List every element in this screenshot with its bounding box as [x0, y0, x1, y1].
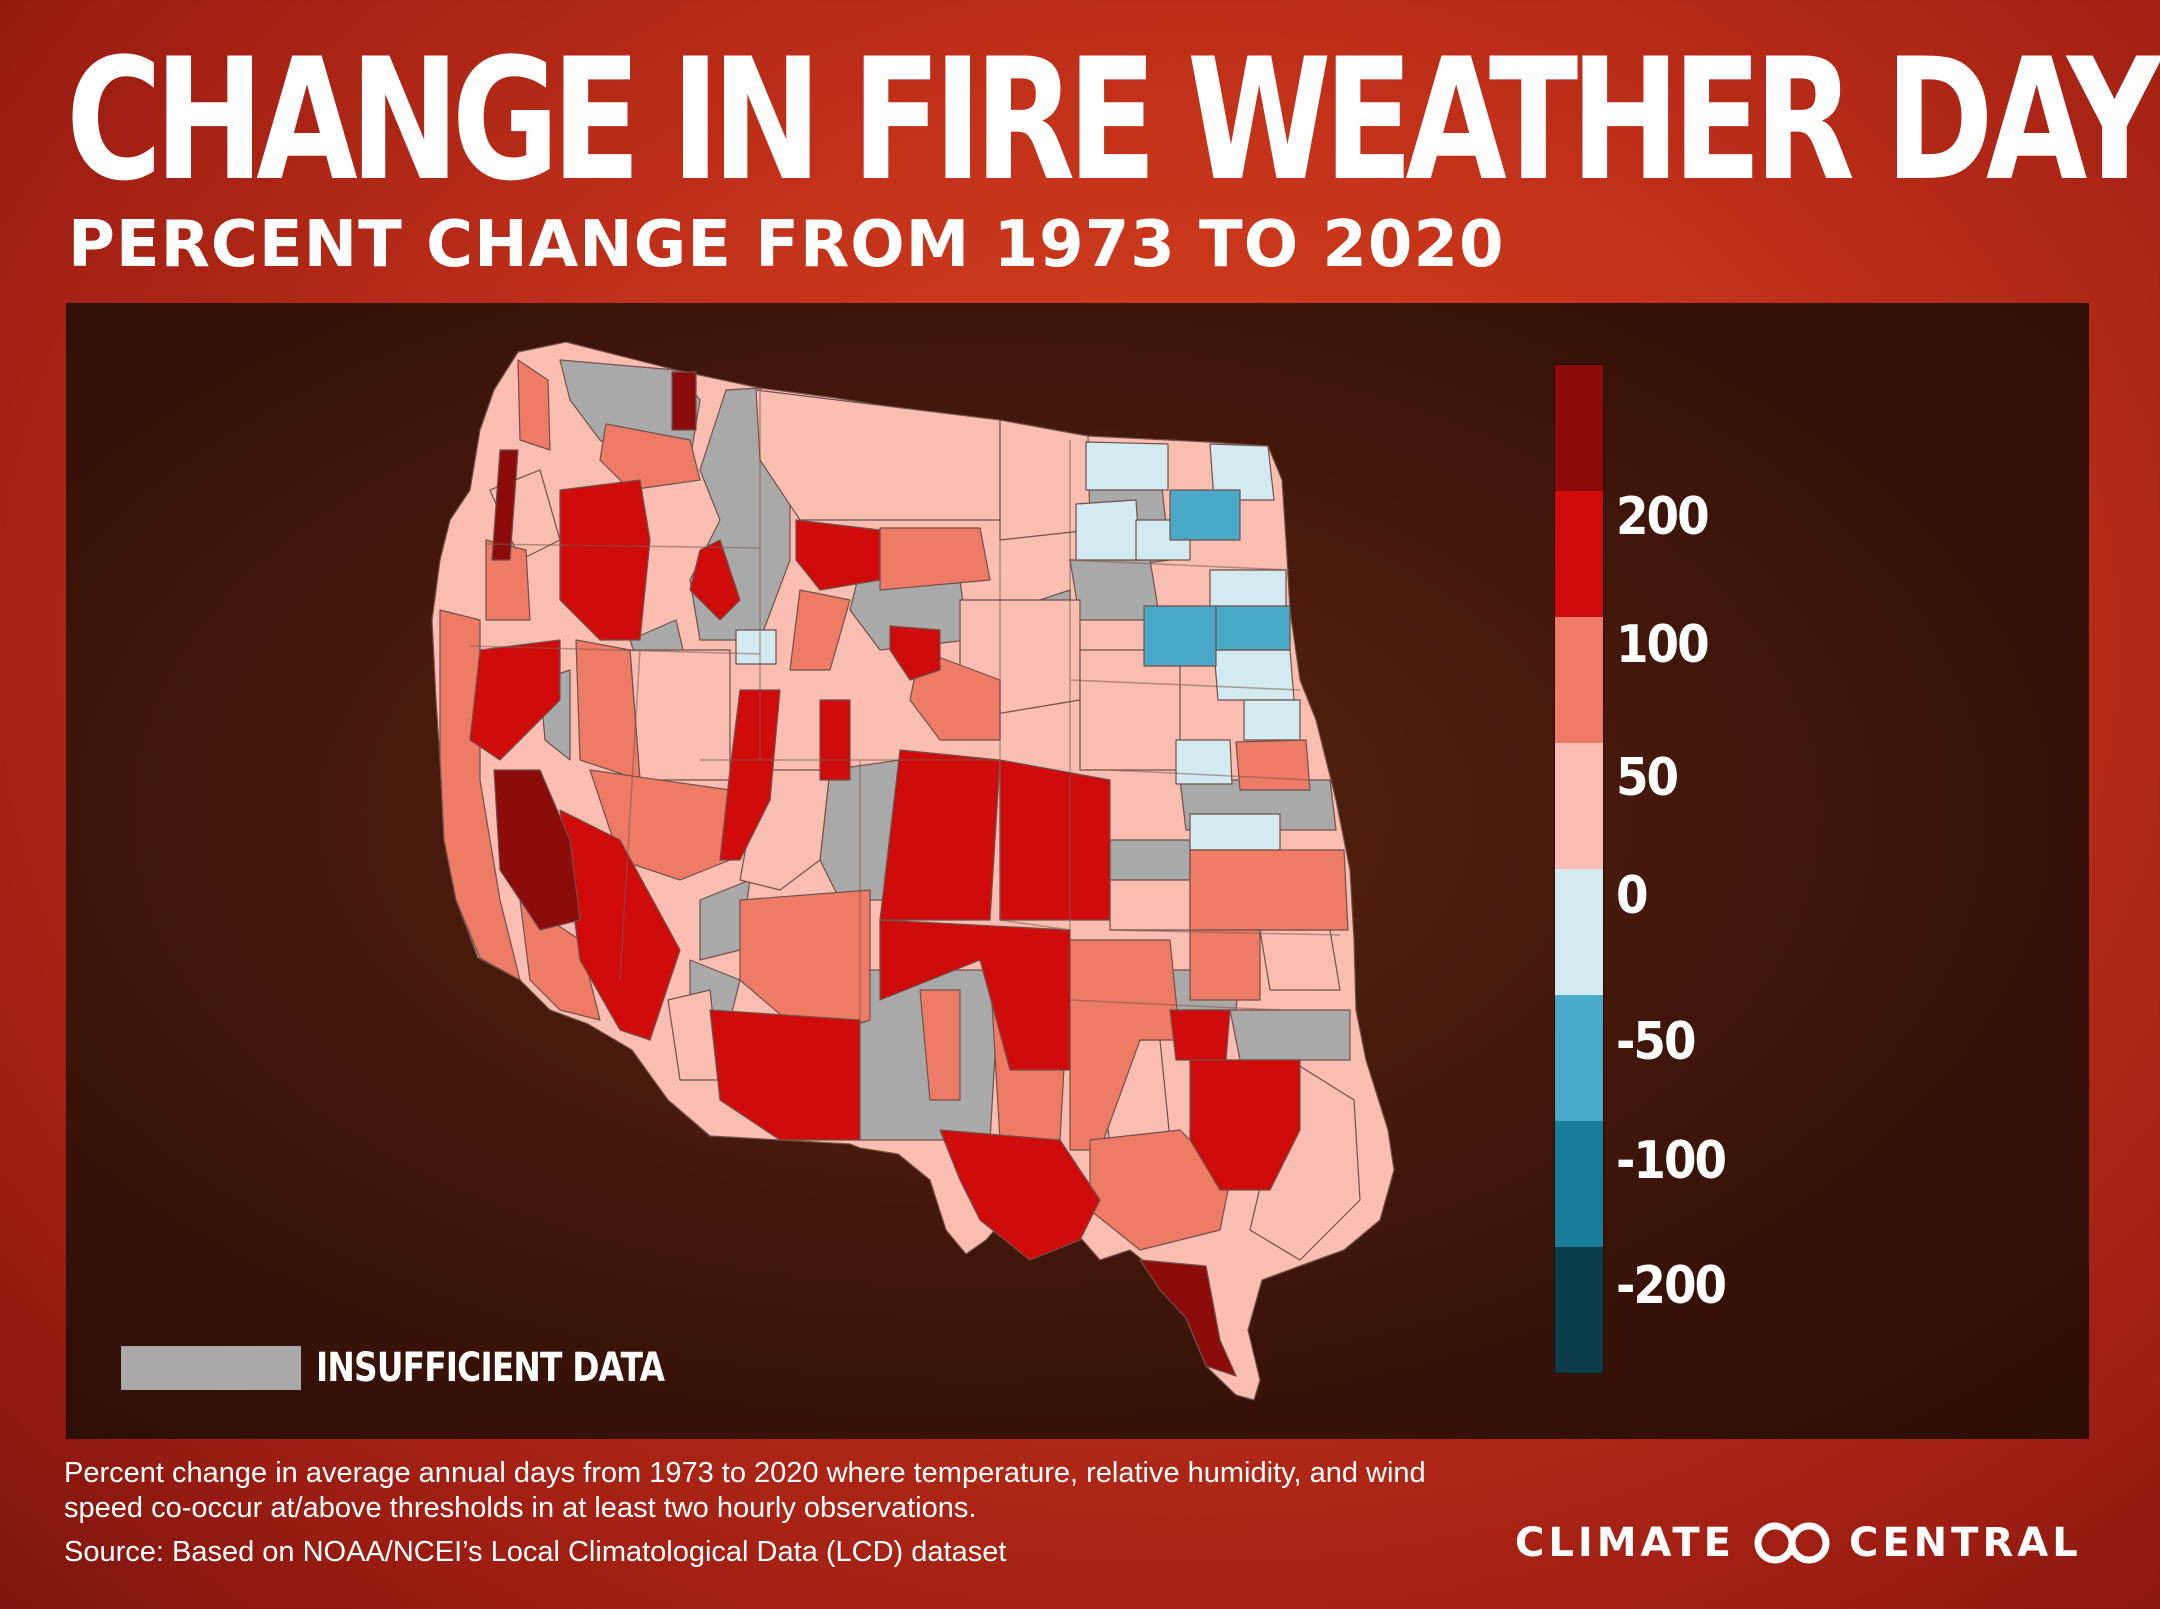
map-region-wa-coast	[517, 359, 551, 451]
map-region-ca-east	[559, 809, 681, 1041]
map-region-tx-panhandle	[1069, 939, 1181, 1151]
map-region-mt-southwest	[795, 519, 881, 591]
map-region-co-east	[999, 759, 1111, 921]
map-region-nd-west	[1075, 499, 1141, 561]
map-region-az-southeast	[709, 1009, 861, 1141]
map-region-ut-central	[819, 699, 851, 781]
legend-swatch-minus100-minus50	[1555, 995, 1603, 1121]
map-region-ca-north	[469, 639, 561, 761]
map-region-id-south	[735, 629, 777, 665]
map-region-wy-northwest	[889, 625, 941, 681]
legend-label-minus-200: -200	[1616, 1256, 1727, 1316]
map-region-ne-east	[1213, 649, 1295, 701]
linked-rings-icon	[1754, 1522, 1830, 1564]
legend-label-0: 0	[1616, 866, 1649, 926]
map-region-wa-north	[671, 371, 697, 431]
map-region-ks-central	[1175, 739, 1233, 785]
map-region-nd-east	[1209, 443, 1275, 501]
map-region-tx-south	[1139, 1259, 1237, 1377]
map-region-wa-east	[599, 423, 701, 491]
legend-swatch-minus50-0	[1555, 869, 1603, 995]
map-region-ne-west	[1079, 649, 1181, 771]
map-region-co-west	[879, 749, 1001, 921]
map-region-insufficient-tx-north	[1229, 1009, 1351, 1061]
map-region-tx-trans-pecos	[939, 1129, 1101, 1261]
insufficient-data-swatch	[121, 1346, 301, 1390]
map-region-ok-east	[1259, 929, 1341, 991]
map-region-ks-southeast	[1189, 849, 1349, 931]
legend-swatch-above-200	[1555, 365, 1603, 491]
map-caption: Percent change in average annual days fr…	[64, 1457, 1426, 1524]
map-region-sd-north-east	[1215, 605, 1291, 651]
map-region-sd-east	[1209, 569, 1287, 611]
brand-word-right: CENTRAL	[1849, 1520, 2082, 1566]
map-region-id-east	[789, 589, 851, 671]
map-region-ok-north	[1189, 813, 1281, 851]
page-subtitle: PERCENT CHANGE FROM 1973 TO 2020	[68, 208, 1505, 282]
legend-label-minus-100: -100	[1616, 1131, 1727, 1191]
map-region-id-north	[689, 539, 741, 621]
legend-color-bar	[1554, 364, 1604, 1374]
legend-label-minus-50: -50	[1616, 1012, 1697, 1072]
map-region-ks-west	[1109, 879, 1191, 931]
legend-swatch-below-minus200	[1555, 1247, 1603, 1373]
map-region-ks-east	[1243, 699, 1301, 741]
legend-label-100: 100	[1616, 615, 1710, 675]
legend-label-200: 200	[1616, 487, 1710, 547]
map-region-nd-southeast	[1169, 489, 1241, 541]
map-region-ut-west	[719, 689, 781, 861]
map-region-mt-north	[755, 389, 1001, 521]
map-state-borders	[469, 388, 1341, 1140]
map-region-nd-north	[1085, 441, 1169, 491]
legend-swatch-minus200-minus100	[1555, 1121, 1603, 1247]
map-region-tx-north-central	[1189, 1059, 1301, 1191]
legend-label-50: 50	[1616, 748, 1679, 808]
climate-central-logo: CLIMATE CENTRAL	[1515, 1520, 2082, 1566]
map-region-insufficient-ks	[1109, 839, 1191, 881]
map-region-or-central	[559, 479, 651, 641]
insufficient-data-label: INSUFFICIENT DATA	[316, 1345, 665, 1391]
legend-swatch-0-50	[1555, 743, 1603, 869]
page-title: CHANGE IN FIRE WEATHER DAYS	[66, 22, 2160, 218]
map-region-mt-southeast	[879, 527, 991, 591]
map-region-nv-north	[575, 639, 641, 781]
brand-word-left: CLIMATE	[1515, 1520, 1735, 1566]
map-region-sd-north-west	[1143, 605, 1217, 667]
map-region-nm-central	[919, 989, 961, 1101]
map-region-tx-east	[1249, 1059, 1361, 1261]
map-region-ok-west	[1189, 929, 1261, 1001]
legend-swatch-100-200	[1555, 491, 1603, 617]
map-region-ok-southwest	[1169, 1009, 1231, 1061]
source-note: Source: Based on NOAA/NCEI’s Local Clima…	[64, 1536, 1007, 1568]
legend-swatch-50-100	[1555, 617, 1603, 743]
map-region-or-coast-north	[491, 449, 519, 561]
map-region-ne-southeast	[1235, 739, 1311, 791]
map-region-ca-central	[493, 769, 581, 931]
